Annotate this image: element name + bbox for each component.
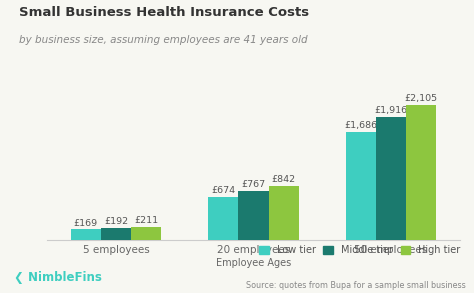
Bar xyxy=(131,227,162,240)
Text: £842: £842 xyxy=(272,176,296,184)
Text: £2,105: £2,105 xyxy=(405,94,438,103)
Bar xyxy=(346,132,376,240)
Bar xyxy=(269,186,299,240)
Text: Small Business Health Insurance Costs: Small Business Health Insurance Costs xyxy=(19,6,309,19)
Text: £192: £192 xyxy=(104,217,128,226)
Text: £674: £674 xyxy=(211,186,236,195)
Bar xyxy=(101,228,131,240)
Text: £1,686: £1,686 xyxy=(344,121,377,130)
Text: £169: £169 xyxy=(74,219,98,228)
Bar xyxy=(238,191,269,240)
Bar xyxy=(406,105,437,240)
Text: Source: quotes from Bupa for a sample small business: Source: quotes from Bupa for a sample sm… xyxy=(246,281,466,290)
X-axis label: Employee Ages: Employee Ages xyxy=(216,258,291,268)
Text: £1,916: £1,916 xyxy=(374,106,408,115)
Text: by business size, assuming employees are 41 years old: by business size, assuming employees are… xyxy=(19,35,308,45)
Text: ❮ NimbleFins: ❮ NimbleFins xyxy=(14,271,102,284)
Bar xyxy=(376,117,406,240)
Legend: Low tier, Middle tier, High tier: Low tier, Middle tier, High tier xyxy=(255,241,465,259)
Text: £211: £211 xyxy=(134,216,158,225)
Bar xyxy=(208,197,238,240)
Text: £767: £767 xyxy=(242,180,265,189)
Bar xyxy=(71,229,101,240)
